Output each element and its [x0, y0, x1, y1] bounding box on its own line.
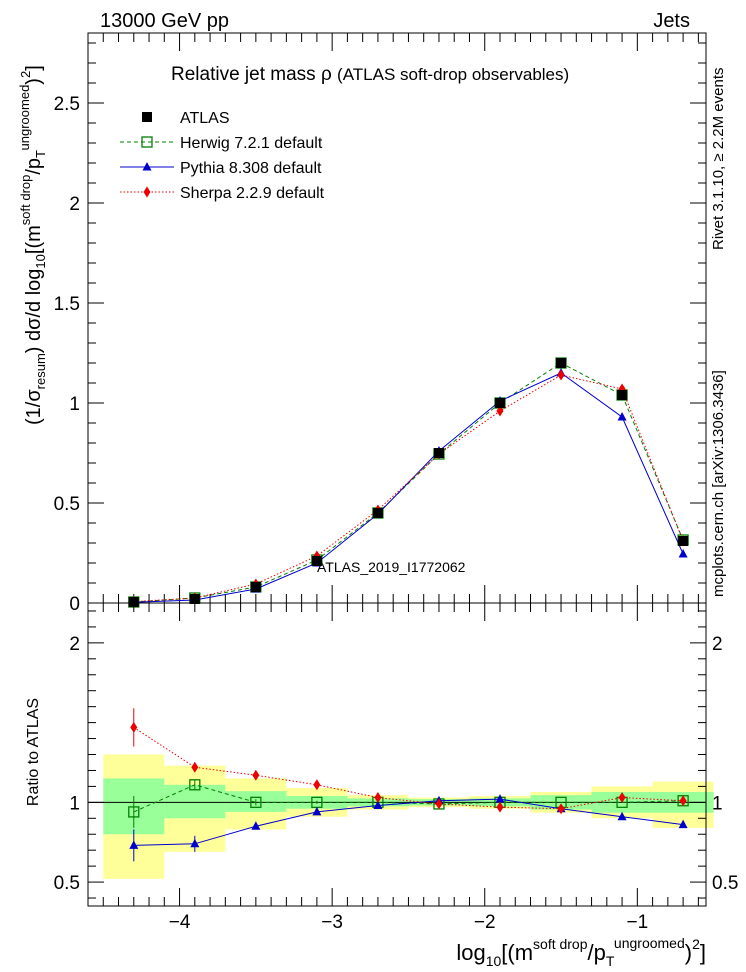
ratio-frame — [87, 602, 707, 907]
data-point — [617, 412, 627, 421]
plot-title: Relative jet mass ρ (ATLAS soft-drop obs… — [171, 64, 569, 85]
series-0 — [128, 358, 689, 607]
ratio-ytick-label: 1 — [69, 793, 80, 814]
legend-entry: ATLAS — [142, 110, 230, 127]
data-point — [556, 358, 567, 368]
data-point — [189, 594, 200, 604]
main-plot: 0 0.5 1 1.5 2 2.5 Relative jet mass ρ (ATLAS s… — [54, 32, 707, 615]
ratio-plot: 0.5 0.5 1 1 2 2 −4 −3 −2 −1 — [54, 602, 738, 933]
analysis-watermark: ATLAS_2019_I1772062 — [317, 559, 466, 575]
ratio-point — [313, 779, 321, 791]
legend-entry: Herwig 7.2.1 default — [120, 135, 323, 152]
data-point — [678, 536, 689, 546]
mcplots-label: mcplots.cern.ch [arXiv:1306.3436] — [710, 370, 727, 597]
ratio-point — [191, 761, 199, 773]
ratio-series-2 — [130, 708, 687, 815]
legend-entry: Sherpa 2.2.9 default — [120, 185, 325, 202]
legend-label: ATLAS — [180, 110, 230, 127]
ratio-point — [617, 811, 627, 821]
ratio-point — [618, 792, 626, 804]
legend-label: Herwig 7.2.1 default — [180, 135, 323, 152]
data-point — [617, 390, 628, 400]
ratio-ytick-label: 0.5 — [54, 873, 80, 894]
data-point — [678, 549, 688, 558]
data-point — [557, 369, 565, 381]
ratio-point — [679, 795, 687, 807]
ratio-point — [557, 803, 565, 815]
ratio-point — [129, 840, 139, 849]
series-line — [133, 374, 684, 603]
ratio-point — [496, 801, 504, 813]
legend-marker — [142, 162, 152, 171]
ratio-ytick-label: 2 — [69, 634, 80, 655]
ratio-ytick-label-right: 0.5 — [712, 873, 738, 894]
ratio-xtick-label: −3 — [321, 912, 343, 933]
data-point — [496, 405, 504, 417]
ratio-point — [128, 806, 140, 818]
main-ytick-label: 0.5 — [54, 494, 80, 515]
ratio-ytick-label-right: 2 — [712, 634, 723, 655]
data-point — [250, 582, 261, 592]
ratio-point — [251, 821, 261, 830]
ratio-xtick-label: −1 — [626, 912, 648, 933]
x-axis-label: log10[(msoft drop/pTungroomed)2] — [456, 935, 706, 969]
ratio-point — [435, 798, 443, 810]
legend-label: Pythia 8.308 default — [180, 160, 322, 177]
main-ytick-label: 2.5 — [54, 94, 80, 115]
rivet-label: Rivet 3.1.10, ≥ 2.2M events — [710, 68, 727, 251]
ratio-ylabel: Ratio to ATLAS — [25, 698, 42, 806]
ratio-point — [130, 721, 138, 733]
legend-label: Sherpa 2.2.9 default — [180, 185, 325, 202]
legend-marker — [141, 136, 153, 148]
ratio-xtick-label: −2 — [474, 912, 496, 933]
ratio-point — [312, 806, 322, 816]
main-ytick-label: 1.5 — [54, 294, 80, 315]
legend-entry: Pythia 8.308 default — [120, 160, 322, 177]
ratio-ytick-label-right: 1 — [712, 793, 723, 814]
data-point — [311, 556, 322, 566]
ratio-point — [250, 796, 262, 808]
legend-marker — [142, 112, 152, 122]
data-point — [128, 597, 139, 607]
header-energy: 13000 GeV pp — [100, 10, 229, 32]
data-point — [433, 448, 444, 458]
ratio-point — [678, 819, 688, 829]
ratio-point — [190, 838, 200, 848]
header-jets: Jets — [653, 10, 690, 32]
ratio-point — [374, 792, 382, 804]
main-ytick-label: 1 — [69, 394, 80, 415]
series-line — [133, 362, 684, 603]
main-ylabel: (1/σresum) dσ/d log10[(msoft drop/pTungr… — [17, 65, 48, 425]
ratio-point — [373, 800, 383, 810]
ratio-point — [495, 794, 505, 803]
data-point — [495, 398, 505, 408]
ratio-line — [133, 726, 684, 810]
ratio-line — [133, 798, 684, 846]
ratio-point — [252, 769, 260, 781]
data-point — [372, 508, 383, 518]
main-ytick-label: 0 — [69, 594, 80, 615]
ratio-xtick-label: −4 — [169, 912, 191, 933]
legend-marker — [143, 186, 151, 198]
ratio-point — [189, 779, 201, 791]
main-ytick-label: 2 — [69, 194, 80, 215]
